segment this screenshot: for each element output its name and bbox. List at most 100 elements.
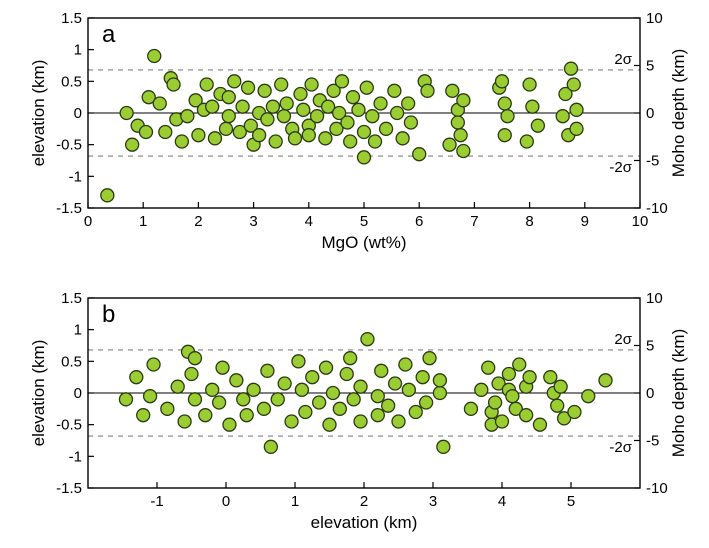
data-point	[374, 97, 387, 110]
data-point	[305, 78, 318, 91]
data-point	[409, 406, 422, 419]
y-left-tick-label: 1.5	[61, 10, 82, 27]
data-point	[582, 390, 595, 403]
data-point	[344, 352, 357, 365]
data-point	[402, 97, 415, 110]
y-right-tick-label: 10	[646, 290, 663, 307]
data-point	[361, 333, 374, 346]
data-point	[369, 135, 382, 148]
y-left-tick-label: -1.5	[56, 200, 82, 217]
data-point	[292, 355, 305, 368]
data-point	[344, 135, 357, 148]
data-point	[278, 377, 291, 390]
x-axis-label: elevation (km)	[311, 513, 418, 532]
data-point	[423, 352, 436, 365]
data-point	[181, 110, 194, 123]
data-point	[346, 91, 359, 104]
data-point	[568, 406, 581, 419]
data-point	[175, 135, 188, 148]
data-point	[371, 409, 384, 422]
data-point	[358, 126, 371, 139]
y-left-tick-label: -0.5	[56, 137, 82, 154]
data-point	[335, 75, 348, 88]
panel-b: -1012345elevation (km)-1.5-1-0.500.511.5…	[28, 238, 700, 548]
data-point	[354, 415, 367, 428]
data-point	[200, 78, 213, 91]
data-point	[220, 122, 233, 135]
data-point	[302, 129, 315, 142]
data-point	[523, 78, 536, 91]
data-point	[358, 151, 371, 164]
data-point	[520, 135, 533, 148]
x-tick-label: 0	[84, 213, 92, 230]
y-right-axis-label: Moho depth (km)	[669, 49, 688, 178]
data-point	[457, 94, 470, 107]
data-point	[213, 396, 226, 409]
data-point	[230, 374, 243, 387]
data-point	[570, 103, 583, 116]
data-point	[565, 62, 578, 75]
data-point	[392, 415, 405, 428]
data-point	[101, 189, 114, 202]
data-point	[475, 383, 488, 396]
y-right-ticks: -10-50510	[634, 10, 668, 217]
x-ticks: 012345678910	[84, 202, 649, 230]
x-tick-label: 3	[429, 493, 437, 510]
data-point	[496, 75, 509, 88]
data-point	[178, 415, 191, 428]
data-point	[360, 81, 373, 94]
data-point	[340, 368, 353, 381]
data-point	[399, 358, 412, 371]
data-point	[144, 390, 157, 403]
data-point	[253, 129, 266, 142]
data-point	[526, 100, 539, 113]
data-point	[237, 393, 250, 406]
data-point	[416, 371, 429, 384]
data-point	[242, 81, 255, 94]
data-point	[333, 402, 346, 415]
data-point	[375, 364, 388, 377]
data-point	[139, 126, 152, 139]
y-left-tick-label: 0.5	[61, 73, 82, 90]
data-point	[167, 78, 180, 91]
data-point	[599, 374, 612, 387]
data-point	[188, 352, 201, 365]
y-right-tick-label: 10	[646, 10, 663, 27]
data-point	[240, 409, 253, 422]
data-point	[464, 402, 477, 415]
data-point	[354, 380, 367, 393]
y-right-tick-label: 5	[646, 338, 654, 355]
x-tick-label: -1	[150, 493, 163, 510]
data-point	[258, 84, 271, 97]
data-point	[402, 383, 415, 396]
data-point	[153, 97, 166, 110]
data-point	[192, 129, 205, 142]
data-point	[388, 84, 401, 97]
data-point	[216, 361, 229, 374]
data-point	[567, 78, 580, 91]
x-tick-label: 6	[415, 213, 423, 230]
data-point	[498, 129, 511, 142]
y-right-tick-label: -10	[646, 200, 668, 217]
x-tick-label: 8	[525, 213, 533, 230]
data-point	[261, 364, 274, 377]
data-point	[382, 399, 395, 412]
data-point	[319, 132, 332, 145]
data-point	[266, 100, 279, 113]
data-point	[551, 399, 564, 412]
y-right-tick-label: -5	[646, 433, 659, 450]
data-point	[454, 129, 467, 142]
scatter-points	[101, 50, 583, 202]
x-tick-label: 1	[139, 213, 147, 230]
data-point	[520, 409, 533, 422]
data-point	[261, 113, 274, 126]
y-left-axis-label: elevation (km)	[29, 340, 48, 447]
data-point	[228, 75, 241, 88]
data-point	[323, 418, 336, 431]
data-point	[371, 390, 384, 403]
x-tick-label: 5	[360, 213, 368, 230]
x-tick-label: 0	[222, 493, 230, 510]
data-point	[437, 440, 450, 453]
y-left-tick-label: 0.5	[61, 353, 82, 370]
panel-a: 012345678910MgO (wt%)-1.5-1-0.500.511.5e…	[28, 0, 700, 268]
